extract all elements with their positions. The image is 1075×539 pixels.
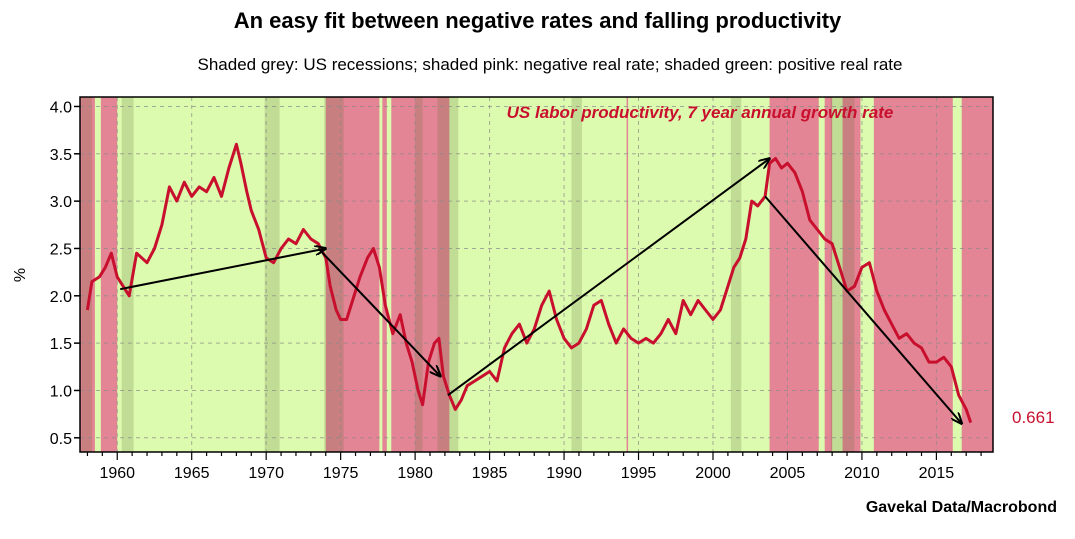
trend-arrow [317,247,440,376]
x-tick-label: 1960 [99,465,135,482]
x-tick-label: 1975 [323,465,359,482]
y-tick-label: 1.5 [50,336,72,353]
chart-title: An easy fit between negative rates and f… [233,8,842,33]
y-tick-label: 0.5 [50,431,72,448]
x-tick-label: 2005 [770,465,806,482]
trend-arrow [120,248,326,291]
y-tick-label: 4.0 [50,99,72,116]
axes: 0.5 1.0 1.5 2.0 2.5 3.0 3.5 4.0 1960 1965 1970 1975… [50,96,994,482]
plot-frame [79,96,994,453]
trend-arrows [120,159,962,424]
recession-band [730,97,742,452]
negative-rate-band [842,97,861,452]
recession-band [264,97,280,452]
x-tick-label: 1965 [174,465,210,482]
negative-rate-band [961,97,993,452]
recession-band [437,97,459,452]
shaded-bands [80,97,993,452]
y-tick-label: 3.5 [50,147,72,164]
source-label: Gavekal Data/Macrobond [865,499,1057,516]
negative-rate-band [769,97,819,452]
x-tick-label: 1985 [472,465,508,482]
recession-band [571,97,582,452]
y-tick-label: 2.0 [50,289,72,306]
last-value-label: 0.661 [1012,408,1055,427]
x-tick-label: 2000 [695,465,731,482]
negative-rate-band [80,97,95,452]
gridlines [80,97,993,452]
x-tick-label: 2015 [919,465,955,482]
productivity-line [85,142,973,424]
trend-arrow [764,195,962,423]
negative-rate-band [325,97,380,452]
y-tick-label: 3.0 [50,194,72,211]
x-tick-label: 1980 [397,465,433,482]
negative-rate-band [382,97,387,452]
trend-arrow [447,159,770,397]
series-annotation: US labor productivity, 7 year annual gro… [507,103,894,122]
y-tick-label: 2.5 [50,241,72,258]
negative-rate-band [824,97,833,452]
x-tick-label: 1970 [248,465,284,482]
recession-band [81,97,92,452]
y-tick-label: 1.0 [50,383,72,400]
recession-band [121,97,134,452]
chart-subtitle: Shaded grey: US recessions; shaded pink:… [197,55,903,74]
productivity-series [85,142,973,424]
negative-rate-band [100,97,118,452]
recession-band [324,97,344,452]
x-tick-label: 1995 [621,465,657,482]
x-tick-label: 2010 [844,465,880,482]
recession-band [415,97,423,452]
y-axis-label: % [12,268,29,282]
x-tick-label: 1990 [546,465,582,482]
negative-rate-band [873,97,953,452]
negative-rate-band [626,97,629,452]
